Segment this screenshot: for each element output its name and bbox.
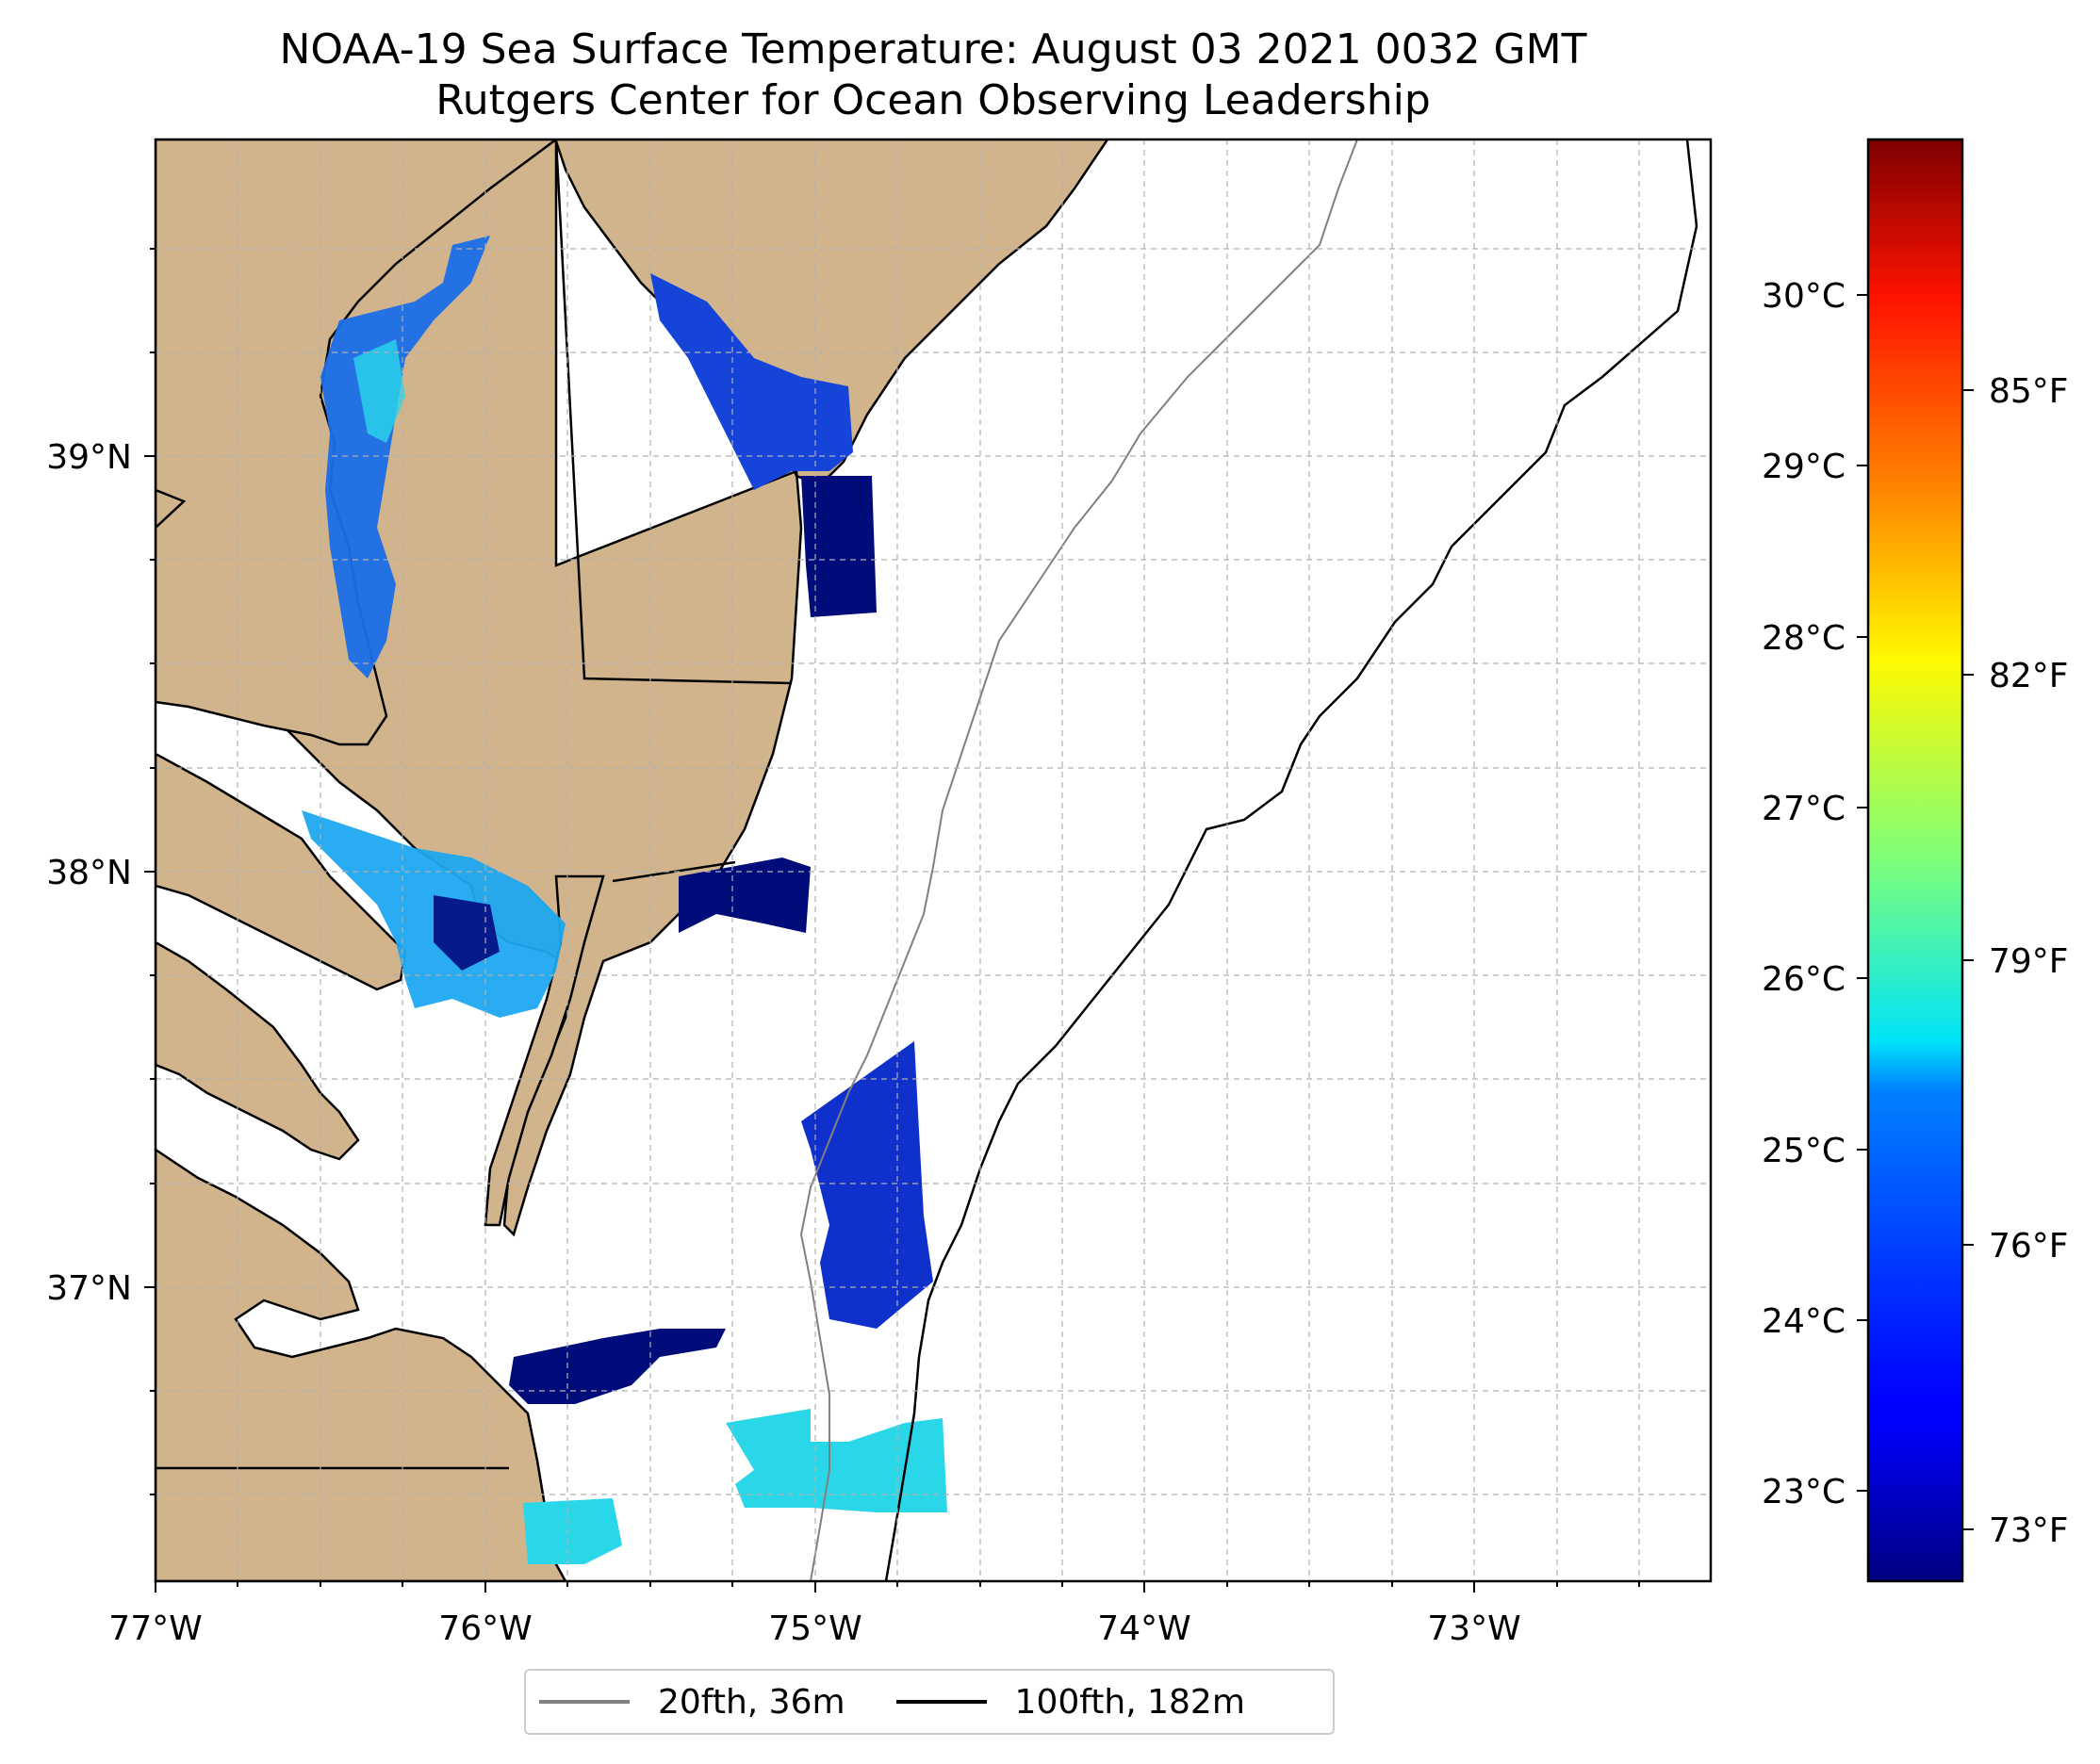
colorbar-celsius-label: 26°C [1762, 960, 1846, 999]
sst-patch-offshore-va [801, 1041, 933, 1329]
lat-tick-label: 37°N [46, 1269, 132, 1308]
colorbar-fahrenheit-ticks [1962, 389, 1974, 1530]
sst-patch-southern-warm-2 [523, 1498, 622, 1564]
colorbar-fahrenheit-label: 76°F [1989, 1227, 2069, 1266]
contour-20fth [799, 139, 1358, 1581]
axis-tick-marks [144, 248, 1640, 1592]
lon-tick-label: 75°W [768, 1609, 861, 1648]
colorbar-celsius-label: 23°C [1762, 1473, 1846, 1511]
colorbar-celsius-label: 30°C [1762, 277, 1846, 316]
gridlines [155, 139, 1711, 1581]
sst-patch-upper-bay-warm [353, 339, 405, 443]
lon-tick-label: 74°W [1097, 1609, 1190, 1648]
sst-patch-delaware-mouth [801, 476, 877, 617]
sst-patch-delaware-bay [650, 273, 853, 490]
colorbar-fahrenheit-label: 82°F [1989, 657, 2069, 695]
colorbar-fahrenheit-label: 79°F [1989, 942, 2069, 981]
map-frame [154, 138, 1713, 1583]
sst-patch-southern-warm [726, 1409, 947, 1512]
colorbar-celsius-label: 24°C [1762, 1302, 1846, 1341]
legend-swatch-black-line [895, 1700, 987, 1704]
state-border-de-md [554, 139, 793, 685]
title-line-2: Rutgers Center for Ocean Observing Leade… [435, 76, 1431, 124]
lon-tick-label: 76°W [438, 1609, 532, 1648]
colorbar-celsius-ticks [1857, 294, 1868, 1492]
title-line-1: NOAA-19 Sea Surface Temperature: August … [279, 25, 1587, 74]
land-virginia-middle-peninsula [156, 940, 360, 1161]
legend-item-20fth: 20fth, 36m [539, 1683, 845, 1722]
colorbar-gradient [1866, 138, 1964, 1583]
lon-tick-label: 73°W [1427, 1609, 1520, 1648]
colorbar-fahrenheit-label: 85°F [1989, 372, 2069, 411]
map-panel: 77°W 76°W 75°W 74°W 73°W 39°N 38°N 37°N [46, 138, 1713, 1648]
sst-patch-lower-bay-cold [434, 895, 500, 971]
map-title: NOAA-19 Sea Surface Temperature: August … [0, 24, 1866, 126]
colorbar: 23°C 24°C 25°C 26°C 27°C 28°C 29°C 30°C … [1762, 138, 2069, 1583]
colorbar-celsius-label: 27°C [1762, 790, 1846, 828]
contour-100fth [884, 139, 1698, 1581]
sst-patch-offshore-md [679, 858, 811, 933]
colorbar-celsius-label: 25°C [1762, 1132, 1846, 1170]
sst-patch-upper-bay [320, 236, 490, 678]
colorbar-fahrenheit-label: 73°F [1989, 1511, 2069, 1550]
sst-patch-cape-charles [509, 1329, 726, 1404]
legend-item-100fth: 100fth, 182m [895, 1682, 1245, 1722]
state-border-md-va-west [156, 488, 187, 529]
legend-label: 100fth, 182m [1014, 1682, 1245, 1722]
lat-tick-label: 38°N [46, 854, 132, 892]
lat-tick-label: 39°N [46, 438, 132, 477]
colorbar-celsius-label: 28°C [1762, 619, 1846, 658]
land-delmarva-southern-tip [484, 874, 605, 1227]
legend-swatch-gray-line [539, 1700, 630, 1704]
contour-legend: 20fth, 36m 100fth, 182m [524, 1669, 1335, 1735]
lon-tick-label: 77°W [108, 1609, 202, 1648]
legend-label: 20fth, 36m [658, 1682, 845, 1722]
colorbar-celsius-label: 29°C [1762, 448, 1846, 486]
